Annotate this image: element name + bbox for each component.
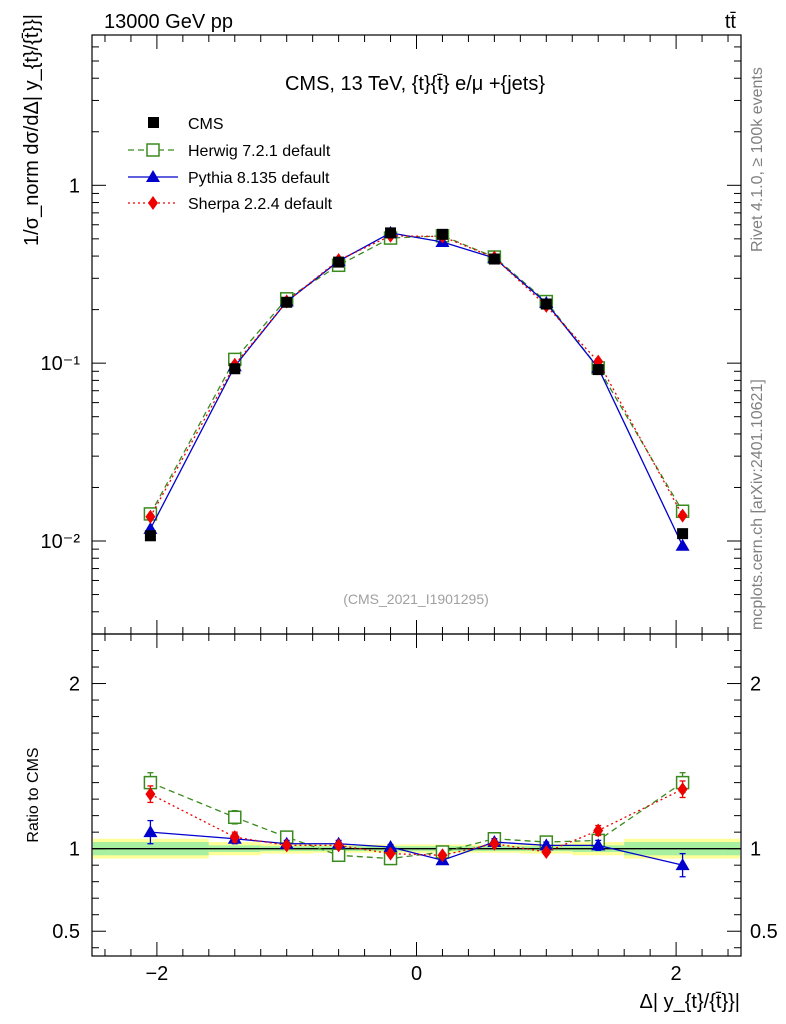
analysis-id-label: (CMS_2021_I1901295): [343, 591, 489, 607]
main-point-sherpa: [677, 508, 688, 523]
ratio-point-pythia: [383, 840, 398, 853]
data-point-cms: [281, 296, 293, 308]
main-line-pythia: [149, 232, 684, 547]
ratio-point-pythia: [675, 858, 690, 871]
header-left-label: 13000 GeV pp: [104, 11, 233, 33]
header-right-label: tt̄: [725, 11, 737, 33]
data-point-cms: [385, 227, 397, 239]
ratio-y-tick-label-right: 1: [750, 839, 761, 861]
rivet-version-label: Rivet 4.1.0, ≥ 100k events: [749, 67, 766, 252]
data-point-cms: [229, 363, 241, 375]
x-axis-label: Δ| y_{t}/{t̄}}|: [640, 991, 741, 1013]
legend-marker-herwig: [146, 143, 160, 157]
x-tick-label: −2: [145, 963, 168, 985]
legend-marker-cms: [148, 117, 159, 128]
x-tick-label: 2: [671, 963, 682, 985]
ratio-y-tick-label-right: 0.5: [750, 921, 778, 943]
ratio-point-sherpa: [333, 838, 344, 853]
data-point-cms: [436, 228, 448, 240]
ratio-point-sherpa: [281, 838, 292, 853]
ratio-y-axis-label: Ratio to CMS: [25, 747, 42, 842]
main-line-sherpa: [149, 235, 684, 518]
main-y-tick-label: 1: [69, 175, 80, 197]
ratio-plot-frame: [91, 633, 742, 957]
ratio-point-sherpa: [593, 823, 604, 838]
ratio-point-pythia: [143, 825, 158, 838]
legend-label-herwig: Herwig 7.2.1 default: [188, 143, 331, 160]
ratio-point-sherpa: [437, 848, 448, 863]
ratio-point-sherpa: [489, 836, 500, 851]
main-point-sherpa: [145, 509, 156, 524]
main-y-tick-label: 10⁻¹: [41, 353, 81, 375]
data-point-cms: [540, 298, 552, 310]
chart-title: CMS, 13 TeV, {t}{t̄} e/μ +{jets}: [285, 73, 545, 95]
main-y-tick-label: 10⁻²: [41, 531, 81, 553]
ratio-y-tick-label-left: 0.5: [52, 921, 80, 943]
ratio-y-tick-label-left: 1: [69, 839, 80, 861]
ratio-point-pythia: [539, 838, 554, 851]
legend: CMS Herwig 7.2.1 default Pythia 8.135 de…: [128, 116, 333, 213]
main-y-axis-label: 1/σ_norm dσ/dΔ| y_{t}/{t̄}}|: [21, 14, 43, 246]
x-tick-label: 0: [411, 963, 422, 985]
ratio-point-sherpa: [541, 844, 552, 859]
legend-marker-sherpa: [148, 196, 158, 210]
ratio-point-pythia: [591, 838, 606, 851]
ratio-line-sherpa: [150, 788, 683, 856]
ratio-y-tick-label-right: 2: [750, 674, 761, 696]
ratio-y-tick-label-left: 2: [69, 674, 80, 696]
ratio-point-sherpa: [145, 787, 156, 802]
legend-marker-pythia: [146, 170, 160, 182]
data-point-cms: [333, 256, 345, 268]
ratio-point-sherpa: [677, 782, 688, 797]
legend-label-pythia: Pythia 8.135 default: [188, 170, 330, 187]
ratio-point-sherpa: [229, 830, 240, 845]
ratio-point-sherpa: [385, 846, 396, 861]
legend-label-sherpa: Sherpa 2.2.4 default: [188, 196, 333, 213]
data-point-cms: [144, 530, 156, 542]
data-point-cms: [592, 364, 604, 376]
legend-label-cms: CMS: [188, 116, 224, 133]
ratio-point-herwig: [228, 810, 242, 825]
data-point-cms: [677, 528, 689, 540]
main-point-pythia: [675, 538, 690, 551]
mcplots-label: mcplots.cern.ch [arXiv:2401.10621]: [749, 379, 766, 630]
data-point-cms: [488, 253, 500, 265]
